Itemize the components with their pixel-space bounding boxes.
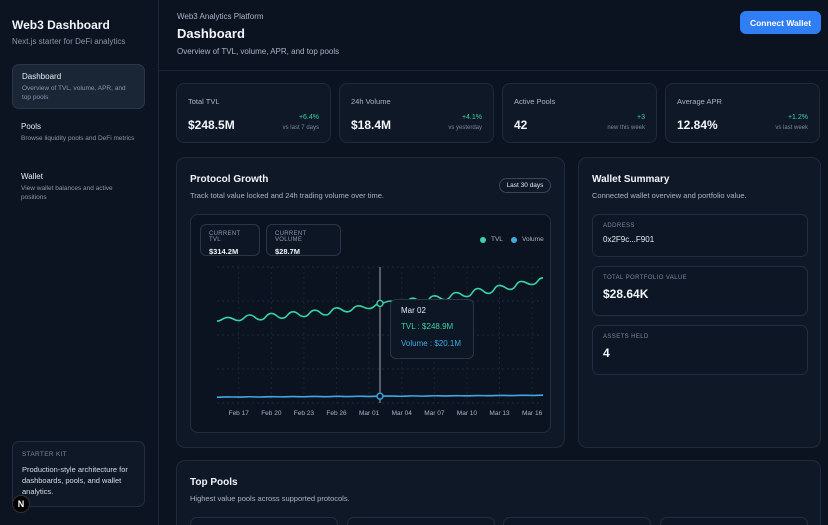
stat-value: 12.84% (677, 118, 718, 132)
current-tvl-label: CURRENT TVL (209, 231, 241, 243)
address-label: ADDRESS (603, 223, 635, 229)
growth-chart: CURRENT TVL $314.2M CURRENT VOLUME $28.7… (190, 214, 551, 433)
stat-value: 42 (514, 118, 528, 132)
brand-title: Web3 Dashboard (12, 18, 110, 32)
legend-dot-icon (511, 236, 517, 243)
portfolio-label: TOTAL PORTFOLIO VALUE (603, 275, 688, 281)
wallet-summary-panel: Wallet Summary Connected wallet overview… (578, 157, 821, 448)
sidebar-item-desc: Browse liquidity pools and DeFi metrics (21, 135, 135, 142)
stat-delta: +6.4% (298, 114, 319, 121)
stat-label: Average APR (677, 97, 722, 106)
panel-subtitle: Highest value pools across supported pro… (190, 494, 350, 503)
top-pools-panel: Top Pools Highest value pools across sup… (176, 460, 821, 525)
protocol-growth-panel: Protocol Growth Track total value locked… (176, 157, 565, 448)
nextjs-badge-icon[interactable]: N (12, 495, 30, 513)
stat-card-active-pools: Active Pools 42 +3 new this week (502, 83, 657, 143)
stat-delta: +4.1% (461, 114, 482, 121)
starter-kit-label: STARTER KIT (22, 451, 67, 458)
stat-note: vs yesterday (448, 125, 482, 131)
tooltip-volume: Volume : $20.1M (401, 339, 462, 348)
x-tick-label: Mar 16 (522, 410, 543, 417)
current-volume-label: CURRENT VOLUME (275, 231, 307, 243)
x-tick-label: Mar 01 (359, 410, 380, 417)
sidebar-item-label: Dashboard (22, 72, 62, 81)
page-subtitle: Overview of TVL, volume, APR, and top po… (177, 47, 340, 56)
starter-kit-card: STARTER KIT Production-style architectur… (12, 441, 145, 507)
wallet-address-card: ADDRESS 0x2F9c...F901 (592, 214, 808, 257)
current-volume-card: CURRENT VOLUME $28.7M (266, 224, 341, 256)
x-tick-label: Feb 23 (293, 410, 315, 417)
x-tick-label: Mar 13 (489, 410, 510, 417)
current-tvl-card: CURRENT TVL $314.2M (200, 224, 260, 256)
hover-point (376, 392, 384, 400)
hover-point (376, 299, 384, 308)
stat-note: vs last week (775, 125, 808, 131)
stat-delta: +3 (637, 114, 645, 121)
pool-card[interactable] (190, 517, 338, 525)
stat-value: $18.4M (351, 118, 392, 132)
sidebar-item-desc: View wallet balances and active position… (21, 185, 113, 201)
pool-card[interactable] (347, 517, 495, 525)
stat-card-total-tvl: Total TVL $248.5M +6.4% vs last 7 days (176, 83, 331, 143)
sidebar-item-desc: Overview of TVL, volume, APR, and top po… (22, 85, 126, 101)
legend-item-volume[interactable]: Volume (511, 236, 544, 243)
legend-item-tvl[interactable]: TVL (480, 236, 503, 243)
pool-card[interactable] (503, 517, 651, 525)
stat-delta: +1.2% (787, 114, 808, 121)
stat-label: Active Pools (514, 97, 556, 106)
stat-note: vs last 7 days (282, 125, 319, 131)
x-tick-label: Feb 17 (228, 410, 249, 417)
tooltip-tvl: TVL : $248.9M (401, 322, 454, 331)
date-range-selector[interactable]: Last 30 days (499, 178, 551, 193)
x-tick-label: Feb 20 (261, 410, 282, 417)
chart-canvas (216, 266, 544, 404)
platform-label: Web3 Analytics Platform (177, 12, 264, 21)
starter-kit-text: Production-style architecture for dashbo… (22, 465, 128, 496)
portfolio-value-card: TOTAL PORTFOLIO VALUE $28.64K (592, 266, 808, 316)
x-tick-label: Mar 04 (391, 410, 412, 417)
legend-dot-icon (480, 236, 486, 243)
x-tick-label: Feb 26 (326, 410, 347, 417)
legend-label: Volume (522, 236, 544, 243)
sidebar-item-label: Pools (21, 122, 42, 131)
address-value[interactable]: 0x2F9c...F901 (603, 235, 655, 244)
panel-title: Protocol Growth (190, 174, 269, 185)
brand-subtitle: Next.js starter for DeFi analytics (12, 37, 126, 46)
sidebar-item-dashboard[interactable]: Dashboard Overview of TVL, volume, APR, … (12, 64, 145, 109)
panel-title: Top Pools (190, 477, 238, 488)
legend-label: TVL (491, 236, 503, 243)
assets-label: ASSETS HELD (603, 334, 649, 340)
x-tick-label: Mar 07 (424, 410, 445, 417)
panel-subtitle: Track total value locked and 24h trading… (190, 191, 384, 200)
assets-held-card: ASSETS HELD 4 (592, 325, 808, 375)
current-volume-value: $28.7M (275, 247, 301, 256)
pool-card[interactable] (660, 517, 808, 525)
page-title: Dashboard (177, 26, 245, 41)
sidebar: Web3 Dashboard Next.js starter for DeFi … (0, 0, 159, 525)
stat-value: $248.5M (188, 118, 235, 132)
panel-subtitle: Connected wallet overview and portfolio … (592, 191, 747, 200)
assets-value: 4 (603, 346, 610, 360)
connect-wallet-button[interactable]: Connect Wallet (740, 11, 821, 34)
page-header: Web3 Analytics Platform Dashboard Overvi… (159, 0, 828, 71)
tooltip-date: Mar 02 (401, 306, 426, 315)
sidebar-item-label: Wallet (21, 172, 43, 181)
panel-title: Wallet Summary (592, 174, 670, 185)
sidebar-item-pools[interactable]: Pools Browse liquidity pools and DeFi me… (12, 115, 145, 157)
stat-label: 24h Volume (351, 97, 391, 106)
chart-tooltip: Mar 02 TVL : $248.9M Volume : $20.1M (390, 299, 474, 359)
x-tick-label: Mar 10 (456, 410, 478, 417)
current-tvl-value: $314.2M (209, 247, 239, 256)
sidebar-item-wallet[interactable]: Wallet View wallet balances and active p… (12, 165, 145, 207)
stat-card-24h-volume: 24h Volume $18.4M +4.1% vs yesterday (339, 83, 494, 143)
stat-label: Total TVL (188, 97, 220, 106)
portfolio-value: $28.64K (603, 287, 649, 301)
stat-note: new this week (607, 125, 645, 131)
stat-card-average-apr: Average APR 12.84% +1.2% vs last week (665, 83, 820, 143)
